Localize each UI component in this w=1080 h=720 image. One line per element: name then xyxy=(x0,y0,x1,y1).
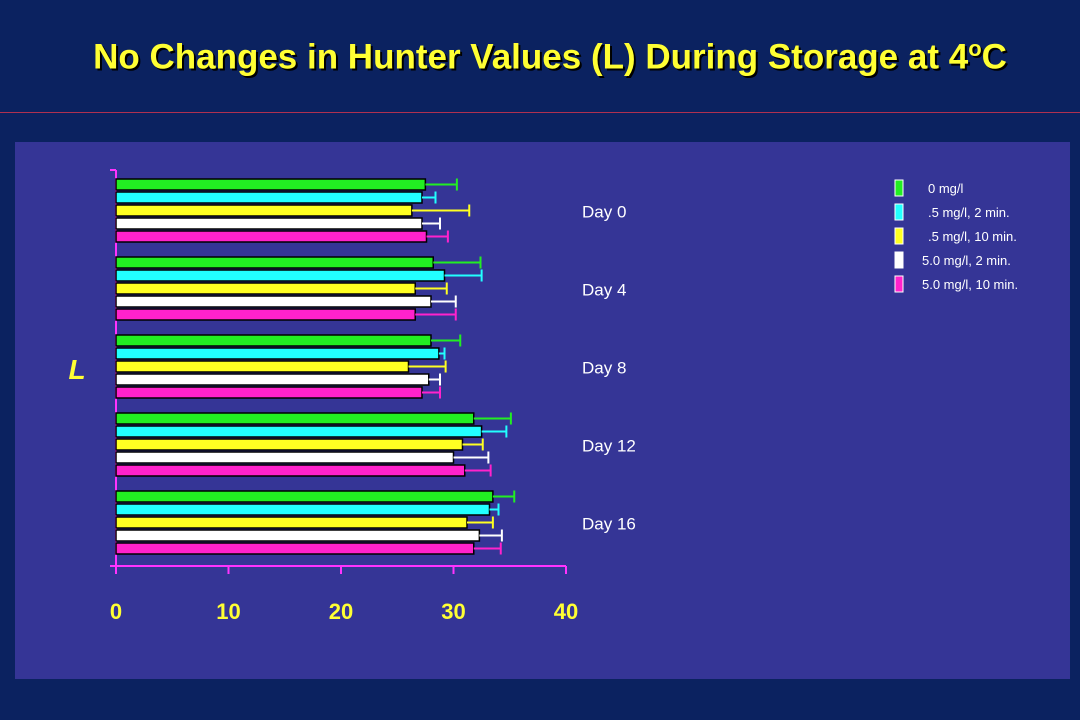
x-tick-label: 40 xyxy=(554,599,578,624)
bar xyxy=(115,529,481,542)
legend-swatch xyxy=(894,227,904,245)
bar xyxy=(115,438,464,451)
legend-swatch xyxy=(894,275,904,293)
x-tick-label: 20 xyxy=(329,599,353,624)
bar xyxy=(115,269,446,282)
bar xyxy=(115,256,434,269)
legend-swatch xyxy=(894,203,904,221)
x-tick-label: 10 xyxy=(216,599,240,624)
bar xyxy=(115,412,475,425)
category-label: Day 16 xyxy=(582,515,636,534)
bar xyxy=(115,503,491,516)
category-label: Day 0 xyxy=(582,203,626,222)
legend-swatch xyxy=(894,251,904,269)
bar xyxy=(115,373,430,386)
title-end: C xyxy=(981,37,1007,77)
title-divider xyxy=(0,112,1080,113)
legend-label: 5.0 mg/l, 2 min. xyxy=(922,253,1011,268)
bar xyxy=(115,334,432,347)
bar xyxy=(115,516,468,529)
category-label: Day 4 xyxy=(582,281,626,300)
title-main: No Changes in Hunter Values (L) During S… xyxy=(93,37,969,77)
category-label: Day 8 xyxy=(582,359,626,378)
legend-swatch xyxy=(894,179,904,197)
bar xyxy=(115,230,428,243)
bar xyxy=(115,178,427,191)
bar xyxy=(115,464,466,477)
bar xyxy=(115,386,423,399)
legend-label: .5 mg/l, 2 min. xyxy=(928,205,1010,220)
y-axis-label: L xyxy=(68,354,85,385)
bar xyxy=(115,308,416,321)
bar xyxy=(115,542,475,555)
bar xyxy=(115,360,410,373)
bar xyxy=(115,295,432,308)
legend-label: 0 mg/l xyxy=(928,181,964,196)
legend-label: 5.0 mg/l, 10 min. xyxy=(922,277,1018,292)
bar xyxy=(115,425,483,438)
x-tick-label: 30 xyxy=(441,599,465,624)
bar xyxy=(115,282,416,295)
bar xyxy=(115,490,494,503)
slide-title: No Changes in Hunter Values (L) During S… xyxy=(0,36,1080,78)
bar xyxy=(115,204,413,217)
chart-panel: 0 10 20 30 40 L Day 0 Day 4 Day 8 Day 12 Day 16 0 m… xyxy=(15,142,1070,679)
category-label: Day 12 xyxy=(582,437,636,456)
bar-chart: 0 10 20 30 40 L Day 0 Day 4 Day 8 Day 12 Day 16 0 m… xyxy=(68,169,1018,624)
x-tick-label: 0 xyxy=(110,599,122,624)
bar xyxy=(115,451,455,464)
bar xyxy=(115,191,423,204)
legend-label: .5 mg/l, 10 min. xyxy=(928,229,1017,244)
bar xyxy=(115,217,423,230)
bar xyxy=(115,347,440,360)
title-degree-sup: o xyxy=(968,36,982,61)
